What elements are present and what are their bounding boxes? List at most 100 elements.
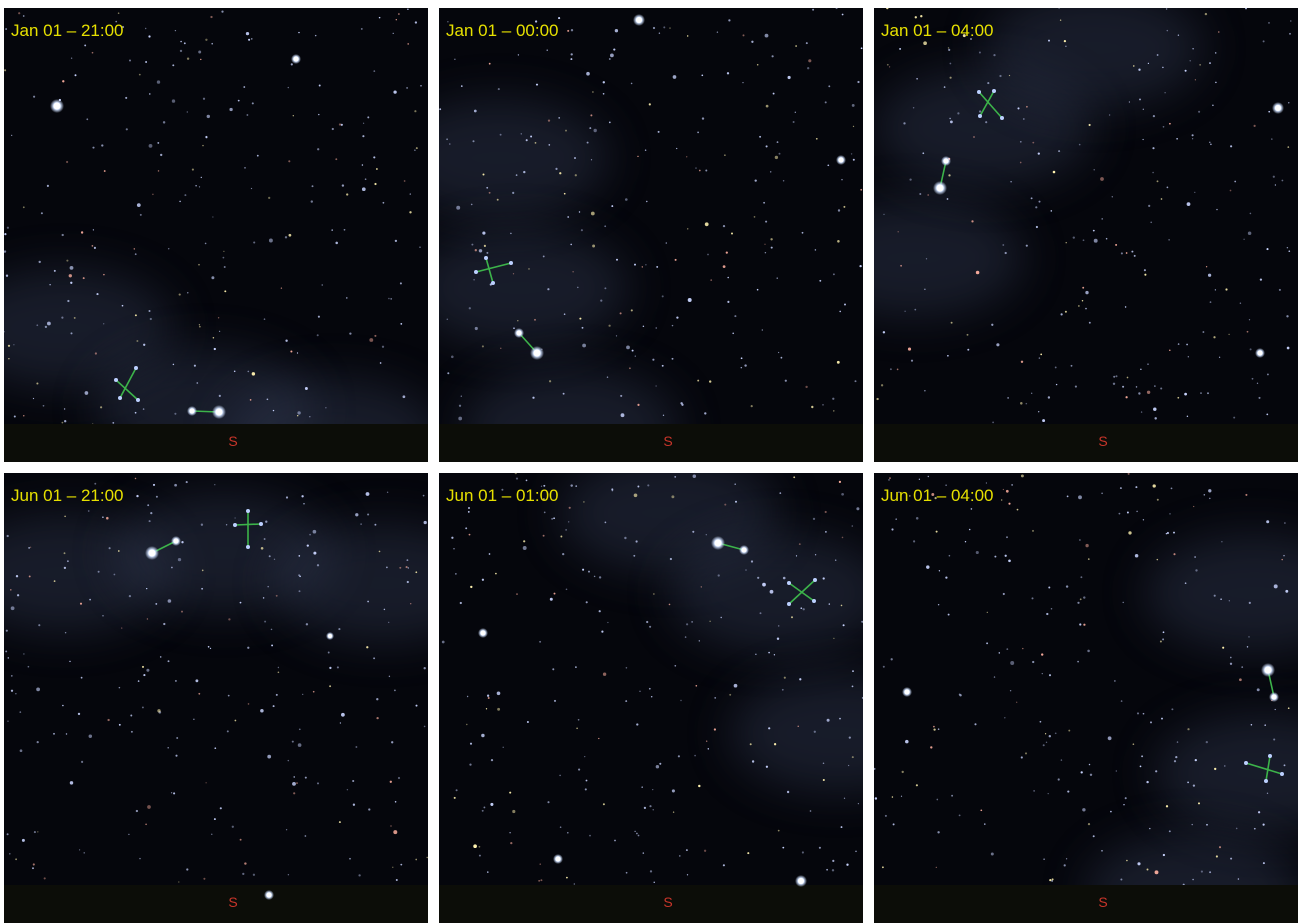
star [148,35,151,38]
star [958,814,961,817]
star [392,32,394,35]
star [582,568,585,571]
star [1134,553,1139,558]
star [7,344,11,347]
star [1038,200,1041,203]
star [181,610,183,613]
star [1202,331,1205,333]
star [574,174,577,177]
star [742,34,745,37]
star [1112,382,1116,385]
star [146,618,149,620]
star [655,385,657,387]
star [1273,738,1276,741]
star [744,364,747,367]
star [218,330,221,332]
star [142,408,145,410]
star [624,536,627,540]
star [946,198,949,200]
star [73,316,76,319]
star [841,536,844,539]
star [549,597,553,601]
star [613,48,616,51]
star [833,637,835,640]
star [1216,208,1218,211]
star [1031,597,1034,600]
star [1162,853,1166,857]
star [15,693,17,695]
star [756,64,759,66]
star [84,44,87,47]
star [769,589,774,594]
star [543,511,546,514]
star [341,184,345,187]
star [1191,823,1193,826]
star [1249,212,1252,215]
star [270,628,273,631]
star [251,102,254,105]
star [1025,244,1028,247]
star [1047,792,1049,795]
star [1266,792,1269,794]
star [362,135,365,138]
star [61,316,64,319]
star [639,690,641,692]
horizon-ground [874,885,1298,923]
star [751,760,755,763]
star [1136,712,1140,715]
star [635,540,638,543]
star [4,233,7,236]
star [221,10,224,13]
star [1081,299,1084,302]
star [369,338,374,342]
star [478,845,481,848]
star [481,809,484,812]
star [1229,656,1232,659]
star [290,350,293,353]
star [854,380,857,383]
star [46,321,51,326]
star [611,489,614,492]
star [947,354,949,357]
star [547,288,550,291]
star [951,794,954,797]
star [1230,145,1233,148]
star [97,570,100,573]
star [947,613,950,616]
star [28,575,31,578]
star [141,665,145,668]
star [839,310,842,313]
star [686,623,689,626]
star [695,167,697,169]
star [62,704,64,707]
star [341,712,345,717]
star [1154,417,1157,420]
star [179,49,183,53]
star [1065,242,1067,244]
star [851,103,855,107]
star [202,97,206,100]
star [1017,107,1020,110]
star [1054,366,1057,369]
star [293,792,296,795]
star [1169,349,1171,351]
star [1088,321,1091,324]
star [784,379,787,382]
star [832,859,835,863]
star [148,520,151,523]
star [1139,98,1141,101]
star [88,734,93,739]
star [298,31,300,34]
star [403,180,406,182]
star [1187,728,1190,731]
star [608,121,611,124]
milky-way [669,533,863,653]
star [1144,273,1147,276]
star [1055,383,1058,386]
star [1033,790,1035,792]
star [661,364,664,367]
star [260,709,264,713]
star [633,493,638,498]
star [643,806,647,810]
star [298,555,301,557]
